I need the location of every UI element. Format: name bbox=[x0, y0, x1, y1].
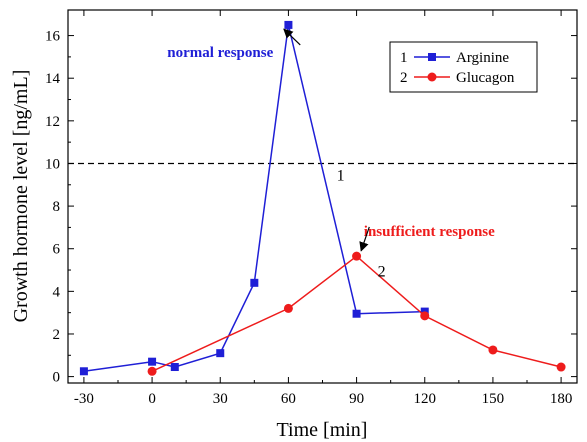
data-point-arginine bbox=[250, 278, 259, 287]
y-tick-label: 10 bbox=[45, 156, 60, 172]
y-tick-label: 2 bbox=[53, 327, 61, 343]
y-tick-label: 8 bbox=[53, 199, 61, 215]
data-point-arginine bbox=[284, 20, 293, 29]
legend-label-arginine: Arginine bbox=[456, 50, 509, 66]
x-tick-label: 90 bbox=[349, 391, 364, 407]
legend-number-2: 2 bbox=[400, 70, 408, 86]
x-tick-label: 120 bbox=[414, 391, 437, 407]
y-tick-label: 12 bbox=[45, 114, 60, 130]
x-tick-label: 150 bbox=[482, 391, 505, 407]
y-axis-title: Growth hormone level [ng/mL] bbox=[10, 70, 32, 323]
series-layer bbox=[79, 20, 566, 376]
series-line-glucagon bbox=[151, 255, 562, 372]
data-point-glucagon bbox=[420, 311, 430, 321]
legend-marker-arginine bbox=[428, 53, 436, 61]
annotation-arrow bbox=[283, 28, 301, 46]
x-tick-label: 0 bbox=[148, 391, 156, 407]
y-tick-label: 0 bbox=[53, 370, 61, 386]
data-point-arginine bbox=[170, 363, 179, 372]
data-point-arginine bbox=[79, 367, 88, 376]
data-point-glucagon bbox=[283, 303, 293, 313]
legend-box bbox=[389, 41, 538, 93]
data-point-arginine bbox=[148, 357, 157, 366]
annotation-text: normal response bbox=[167, 45, 273, 61]
series-line-arginine bbox=[83, 24, 425, 373]
annotation-text: insufficient response bbox=[364, 224, 495, 240]
y-tick-label: 4 bbox=[53, 284, 61, 300]
legend-marker-glucagon bbox=[427, 72, 437, 82]
legend-label-glucagon: Glucagon bbox=[456, 70, 515, 86]
curve-label: 2 bbox=[378, 263, 386, 280]
data-point-arginine bbox=[352, 309, 361, 318]
data-point-glucagon bbox=[147, 366, 157, 376]
x-axis-title: Time [min] bbox=[277, 419, 368, 441]
y-tick-label: 16 bbox=[45, 29, 61, 45]
x-tick-label: 60 bbox=[281, 391, 296, 407]
annotation-layer: normal response insufficient response 1 2 bbox=[167, 28, 495, 280]
data-point-glucagon bbox=[556, 362, 566, 372]
y-tick-label: 14 bbox=[45, 71, 61, 87]
annotation-arrow bbox=[359, 226, 370, 252]
data-point-glucagon bbox=[352, 251, 362, 261]
x-tick-label: 180 bbox=[550, 391, 573, 407]
legend: 1 Arginine 2 Glucagon bbox=[389, 41, 538, 93]
legend-number-1: 1 bbox=[400, 50, 408, 66]
x-tick-label: 30 bbox=[213, 391, 228, 407]
y-tick-label: 6 bbox=[53, 242, 61, 258]
data-point-arginine bbox=[216, 349, 225, 358]
curve-label: 1 bbox=[337, 168, 345, 185]
data-point-glucagon bbox=[488, 345, 498, 355]
x-tick-label: -30 bbox=[74, 391, 94, 407]
